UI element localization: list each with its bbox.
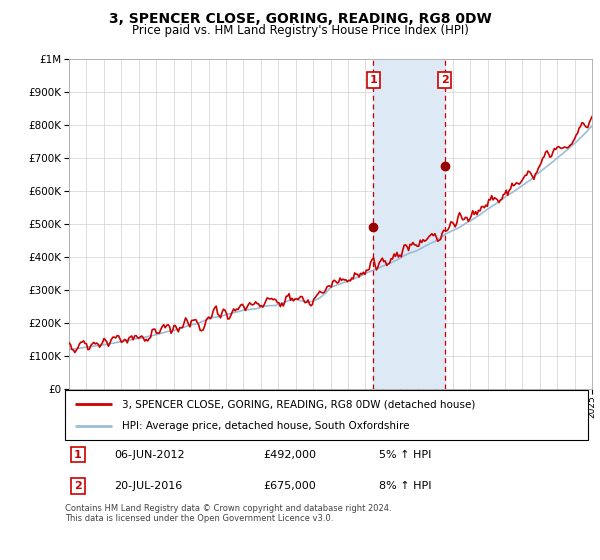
- Text: £492,000: £492,000: [263, 450, 317, 460]
- Text: 3, SPENCER CLOSE, GORING, READING, RG8 0DW: 3, SPENCER CLOSE, GORING, READING, RG8 0…: [109, 12, 491, 26]
- Text: 5% ↑ HPI: 5% ↑ HPI: [379, 450, 431, 460]
- Text: 3, SPENCER CLOSE, GORING, READING, RG8 0DW (detached house): 3, SPENCER CLOSE, GORING, READING, RG8 0…: [122, 399, 476, 409]
- FancyBboxPatch shape: [65, 390, 588, 440]
- Text: 1: 1: [74, 450, 82, 460]
- Text: 1: 1: [369, 75, 377, 85]
- Text: £675,000: £675,000: [263, 481, 316, 491]
- Text: 2: 2: [74, 481, 82, 491]
- Text: 06-JUN-2012: 06-JUN-2012: [115, 450, 185, 460]
- Text: HPI: Average price, detached house, South Oxfordshire: HPI: Average price, detached house, Sout…: [122, 421, 410, 431]
- Bar: [373, 59, 445, 389]
- Text: 20-JUL-2016: 20-JUL-2016: [115, 481, 183, 491]
- Text: Price paid vs. HM Land Registry's House Price Index (HPI): Price paid vs. HM Land Registry's House …: [131, 24, 469, 37]
- Text: Contains HM Land Registry data © Crown copyright and database right 2024.
This d: Contains HM Land Registry data © Crown c…: [65, 504, 391, 524]
- Text: 2: 2: [441, 75, 449, 85]
- Text: 8% ↑ HPI: 8% ↑ HPI: [379, 481, 431, 491]
